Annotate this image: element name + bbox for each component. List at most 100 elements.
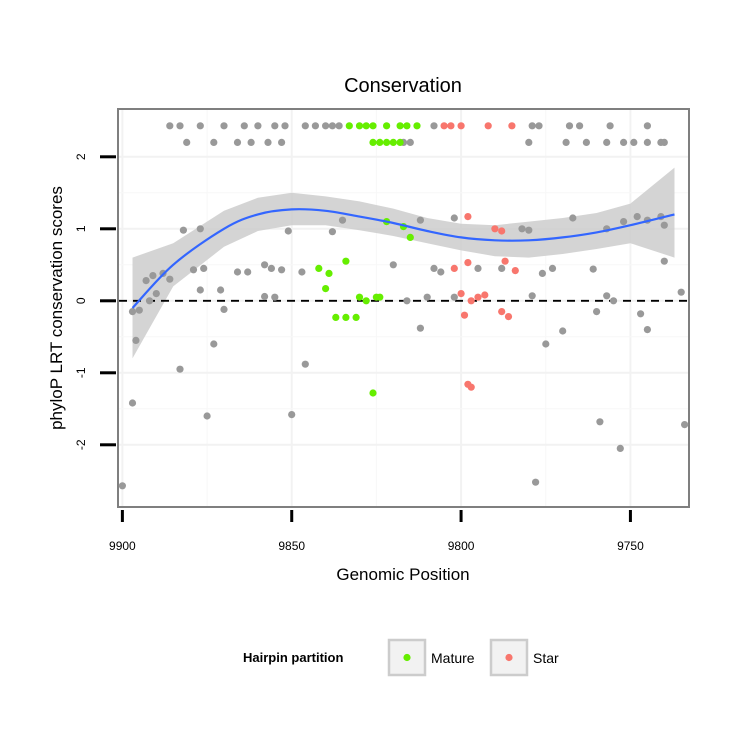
point-other: [660, 221, 668, 229]
x-tick-label: 9750: [617, 539, 644, 553]
point-mature: [369, 138, 377, 146]
point-other: [498, 264, 506, 272]
point-mature: [332, 313, 340, 321]
point-star: [491, 225, 499, 233]
point-other: [149, 272, 157, 280]
point-other: [166, 275, 174, 283]
point-other: [474, 264, 482, 272]
legend-label-star: Star: [533, 650, 559, 666]
y-tick-label: 2: [74, 153, 88, 160]
point-other: [630, 138, 638, 146]
point-star: [464, 259, 472, 267]
point-mature: [345, 122, 353, 130]
point-other: [677, 288, 685, 296]
point-mature: [406, 233, 414, 241]
y-tick-label: -1: [74, 367, 88, 378]
point-other: [525, 138, 533, 146]
point-star: [467, 297, 475, 305]
x-tick-label: 9850: [278, 539, 305, 553]
point-other: [118, 482, 126, 490]
point-other: [643, 326, 652, 334]
point-other: [562, 138, 570, 146]
point-mature: [369, 122, 377, 130]
point-other: [450, 214, 458, 222]
point-other: [128, 308, 137, 316]
point-star: [464, 213, 472, 221]
point-other: [179, 226, 187, 234]
confidence-band-area: [132, 167, 675, 359]
point-mature: [325, 269, 333, 277]
point-star: [501, 257, 509, 265]
point-other: [166, 122, 174, 130]
point-other: [210, 340, 218, 348]
point-other: [183, 138, 191, 146]
point-other: [565, 122, 574, 130]
point-other: [559, 327, 567, 335]
point-star: [450, 264, 458, 272]
point-other: [643, 122, 652, 130]
point-other: [244, 268, 252, 276]
point-other: [620, 138, 628, 146]
y-tick-label: 1: [74, 225, 88, 232]
x-tick-label: 9900: [109, 539, 136, 553]
point-mature: [322, 285, 330, 293]
point-other: [240, 122, 248, 130]
legend-item-star: Star: [489, 638, 559, 677]
point-other: [301, 360, 309, 368]
point-other: [200, 264, 208, 272]
point-other: [589, 265, 597, 273]
point-other: [322, 122, 330, 130]
point-other: [301, 122, 309, 130]
point-other: [548, 264, 557, 272]
point-other: [637, 310, 645, 318]
point-mature: [383, 122, 391, 130]
point-mature: [383, 138, 391, 146]
point-other: [196, 286, 204, 294]
y-tick-label: 0: [74, 297, 88, 304]
point-mature: [342, 257, 350, 265]
point-other: [278, 266, 286, 274]
point-other: [430, 264, 438, 272]
point-mature: [369, 389, 377, 397]
point-other: [606, 122, 614, 130]
point-other: [152, 290, 160, 298]
x-axis-label: Genomic Position: [336, 565, 469, 584]
point-other: [538, 269, 547, 277]
point-other: [593, 308, 601, 316]
point-star: [447, 122, 455, 130]
point-star: [504, 313, 513, 321]
point-other: [217, 286, 225, 294]
point-other: [203, 412, 211, 420]
confidence-band: [132, 167, 675, 359]
point-star: [474, 293, 482, 301]
point-other: [196, 122, 204, 130]
point-star: [508, 122, 516, 130]
point-mature: [396, 138, 404, 146]
point-other: [596, 418, 604, 426]
point-other: [261, 261, 269, 269]
plot-area: [117, 108, 690, 508]
point-other: [278, 138, 286, 146]
point-other: [542, 340, 550, 348]
point-other: [660, 138, 668, 146]
x-axis: 9900 9850 9800 9750: [109, 510, 644, 553]
point-other: [233, 138, 242, 146]
legend-title: Hairpin partition: [243, 650, 343, 665]
point-star: [511, 267, 519, 275]
smooth-curve: [131, 208, 675, 309]
point-other: [328, 122, 336, 130]
point-other: [403, 297, 411, 305]
point-other: [603, 138, 611, 146]
point-mature: [342, 313, 350, 321]
point-other: [603, 292, 611, 300]
point-mature: [376, 293, 384, 301]
point-other: [281, 122, 289, 130]
point-other: [176, 365, 184, 373]
point-other: [220, 122, 228, 130]
point-other: [135, 306, 143, 314]
y-tick-label: -2: [74, 439, 88, 450]
y-axis: -2 -1 0 1 2: [74, 153, 116, 450]
point-other: [528, 122, 536, 130]
x-tick-label: 9800: [448, 539, 475, 553]
point-mature: [355, 122, 364, 130]
